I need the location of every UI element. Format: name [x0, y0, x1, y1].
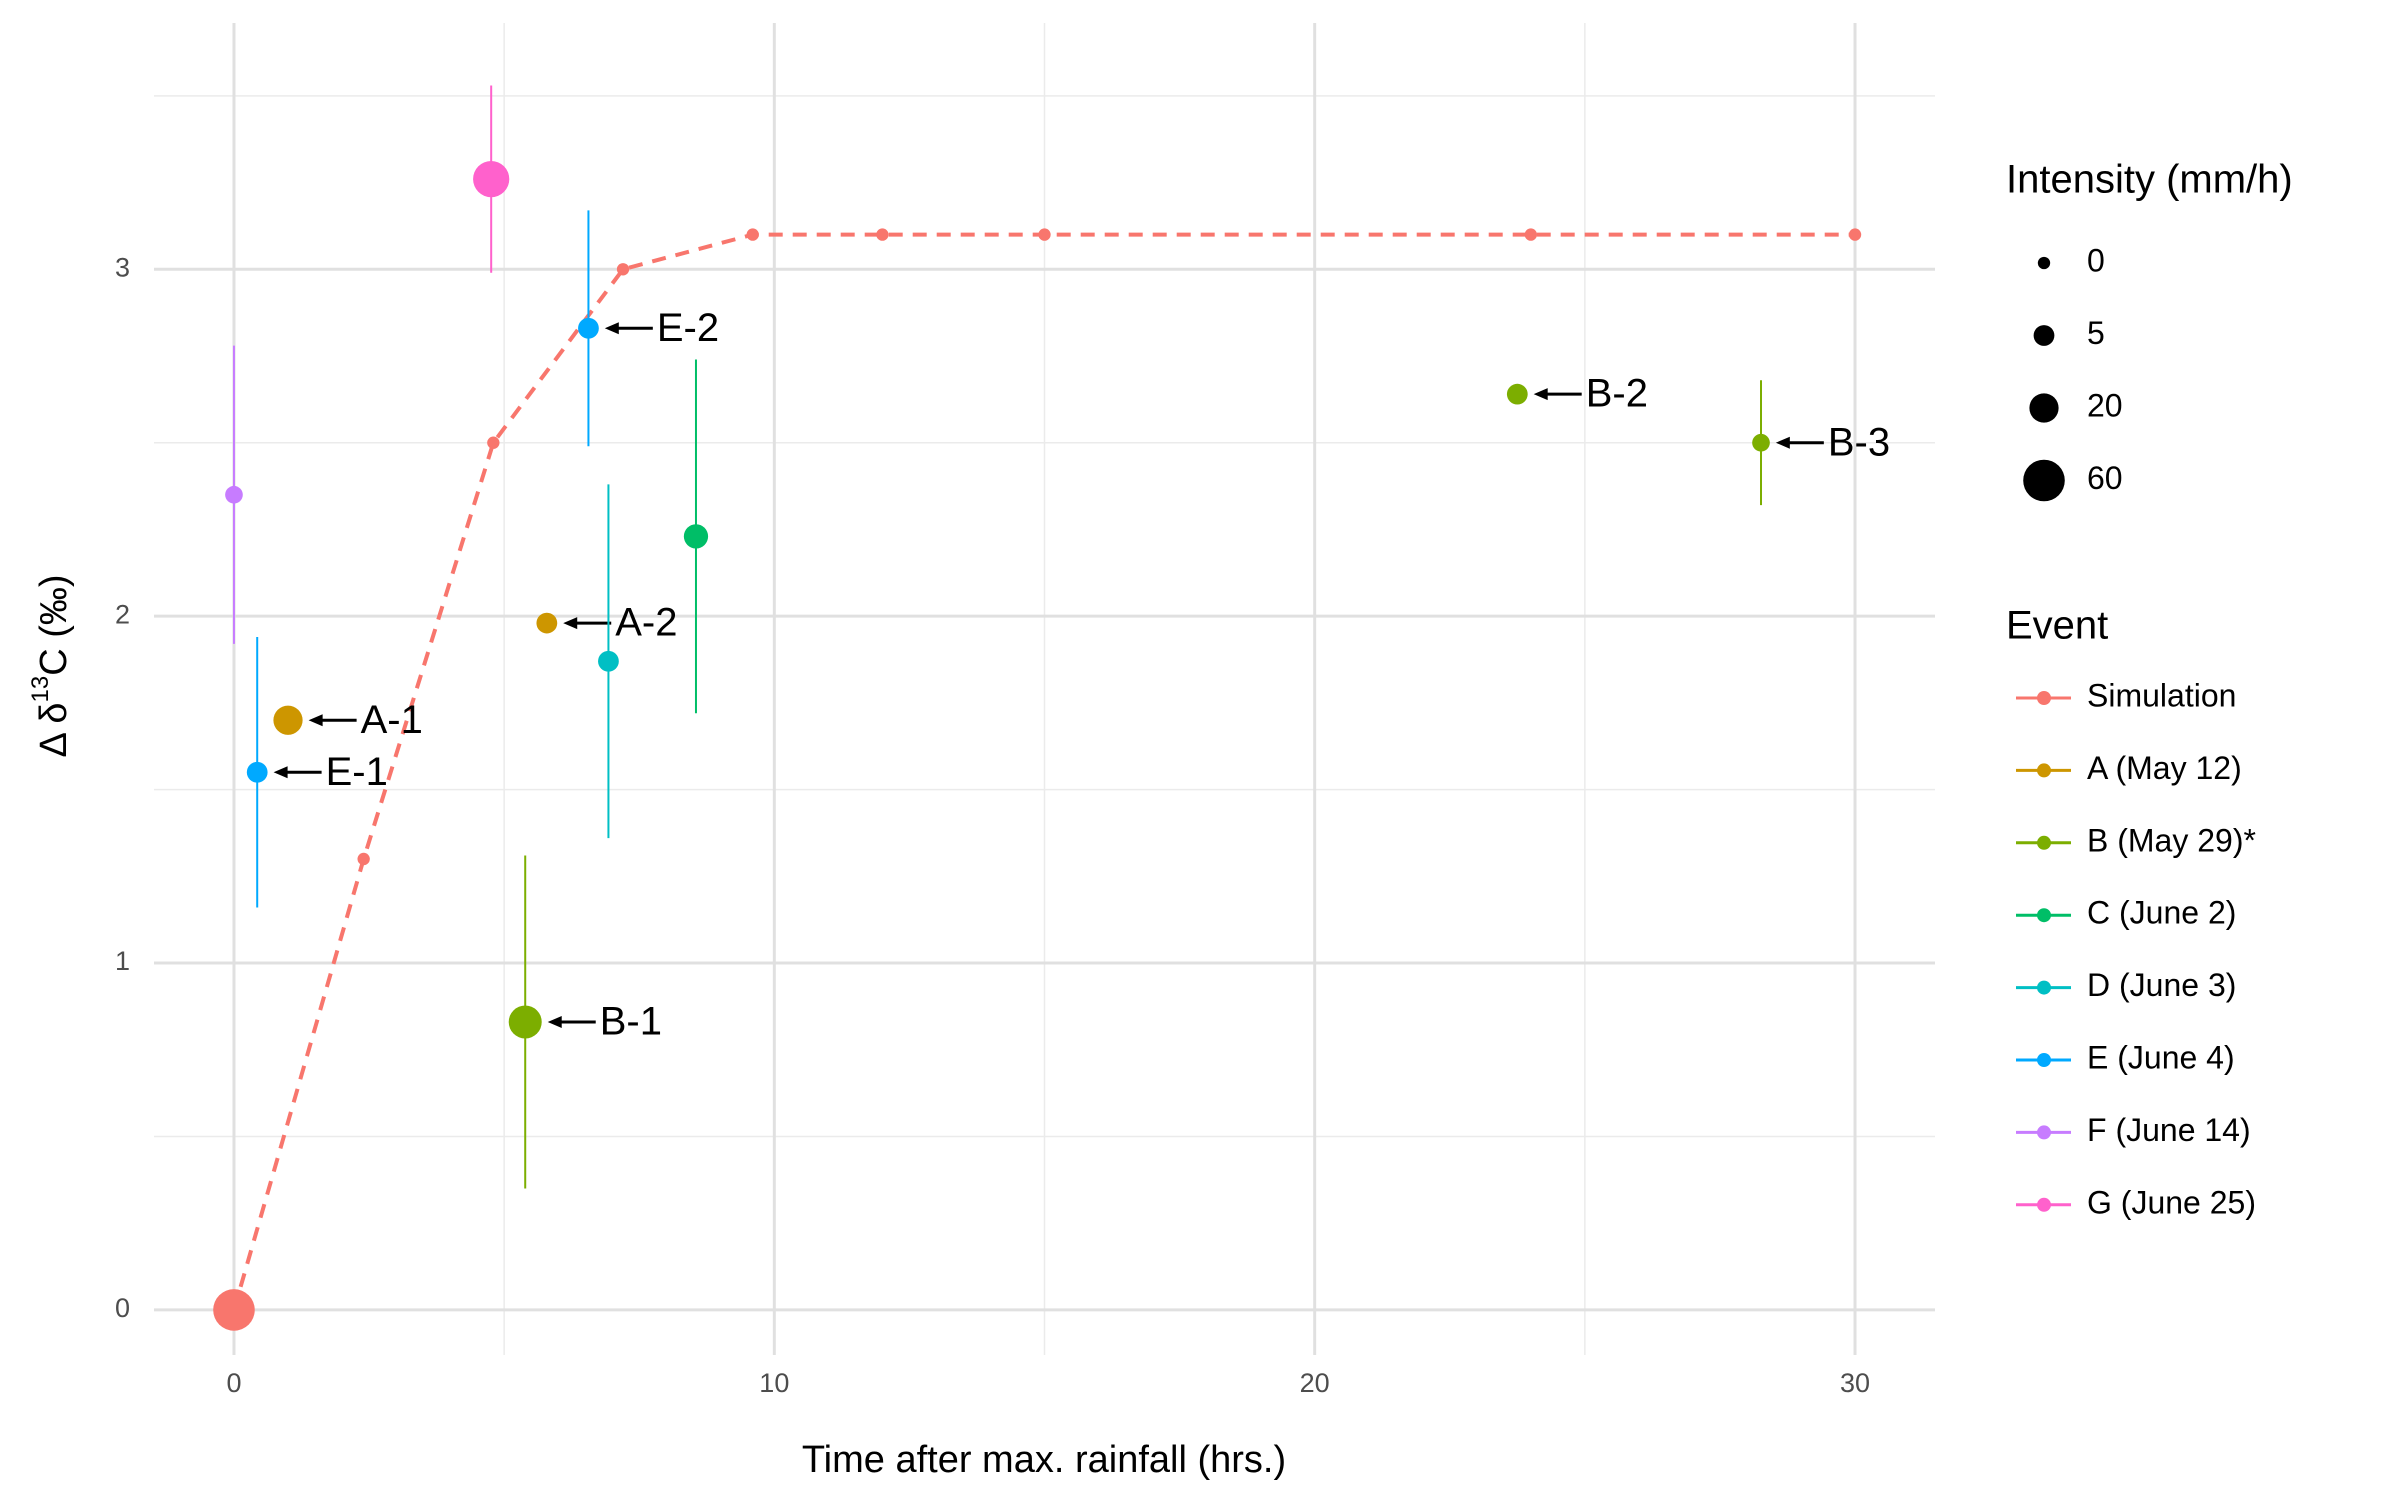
point [213, 1289, 255, 1331]
x-tick-label: 10 [759, 1368, 789, 1398]
annotation-arrowhead [547, 1016, 562, 1028]
annotation-arrowhead [273, 766, 288, 779]
annotation-label: A-2 [615, 601, 677, 645]
size-legend-key [2037, 256, 2051, 270]
legend-key-point [2037, 908, 2051, 923]
y-title-part: C (‰) [33, 574, 75, 675]
legend-label: Simulation [2087, 677, 2236, 713]
x-tick-label: 20 [1300, 1368, 1330, 1398]
point [1038, 228, 1051, 241]
size-legend-key [2029, 393, 2059, 423]
legend-label: A (May 12) [2087, 750, 2242, 786]
x-tick-label: 0 [226, 1368, 241, 1398]
legend-label: B (May 29)* [2087, 822, 2256, 858]
size-legend-key [2033, 325, 2055, 346]
point [746, 228, 759, 241]
x-tick-label: 30 [1840, 1368, 1870, 1398]
y-tick-label: 1 [115, 946, 130, 976]
point [1848, 228, 1862, 241]
size-legend-key [2023, 459, 2065, 502]
point [487, 436, 500, 449]
size-legend-title: Intensity (mm/h) [2006, 158, 2293, 202]
legend-key-point [2037, 691, 2051, 705]
y-tick-label: 2 [115, 599, 130, 629]
annotation-arrowhead [604, 322, 619, 335]
y-title-sup: 13 [27, 676, 54, 703]
point [473, 160, 510, 198]
point [273, 705, 303, 735]
point [246, 761, 268, 783]
y-title-part: Δ δ [33, 703, 75, 758]
size-legend-label: 0 [2087, 242, 2105, 278]
point [1752, 433, 1770, 452]
annotation-label: B-1 [600, 1000, 662, 1044]
legend-label: D (June 3) [2087, 967, 2236, 1003]
legend-label: G (June 25) [2087, 1184, 2256, 1220]
size-legend-label: 60 [2087, 460, 2123, 496]
legend-key-point [2037, 835, 2051, 850]
point [683, 524, 709, 549]
annotation-arrowhead [1533, 388, 1548, 401]
point [1506, 383, 1528, 405]
x-axis-title: Time after max. rainfall (hrs.) [802, 1439, 1286, 1481]
point [536, 612, 558, 634]
y-tick-label: 0 [115, 1293, 130, 1323]
legend-key-point [2037, 1197, 2051, 1212]
color-legend-title: Event [2006, 604, 2108, 648]
annotation-label: B-2 [1586, 372, 1648, 416]
legend-label: C (June 2) [2087, 895, 2236, 931]
size-legend-label: 5 [2087, 315, 2105, 351]
legend-key-point [2037, 763, 2051, 778]
point [578, 317, 599, 339]
annotation-label: B-3 [1828, 420, 1890, 464]
annotation-label: E-1 [326, 750, 388, 794]
y-axis-title: Δ δ13C (‰) [27, 574, 75, 757]
point [616, 263, 630, 276]
point [357, 852, 370, 866]
annotation-label: A-1 [361, 698, 423, 742]
annotation-arrowhead [308, 714, 323, 727]
y-tick-label: 3 [115, 252, 130, 282]
size-legend-label: 20 [2087, 387, 2123, 423]
legend-key-point [2037, 980, 2051, 995]
point [876, 228, 889, 241]
annotation-arrowhead [563, 617, 578, 630]
point [225, 485, 243, 504]
point [1524, 228, 1537, 241]
annotation-label: E-2 [657, 306, 719, 350]
legend-key-point [2037, 1125, 2051, 1140]
point [508, 1005, 542, 1039]
point [598, 650, 619, 672]
annotation-arrowhead [1775, 436, 1790, 449]
legend-label: F (June 14) [2087, 1112, 2251, 1148]
legend-key-point [2037, 1053, 2051, 1067]
legend-label: E (June 4) [2087, 1039, 2235, 1075]
